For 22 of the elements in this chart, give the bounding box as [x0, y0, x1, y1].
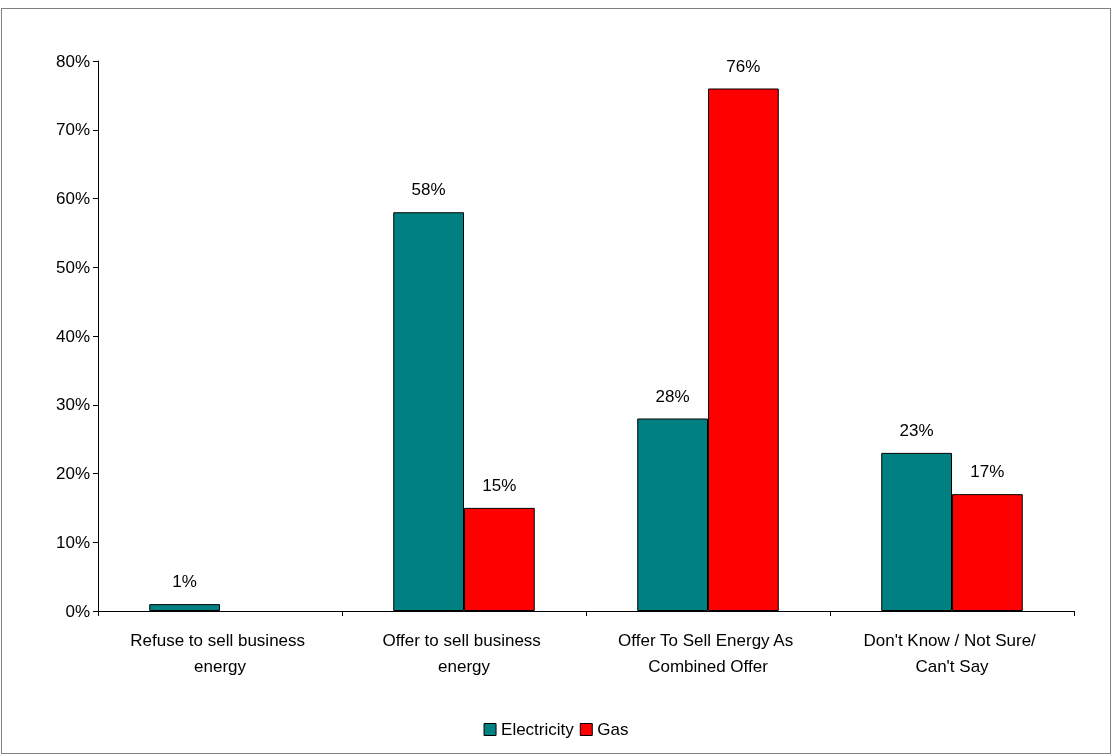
- data-label: 58%: [411, 180, 446, 200]
- x-tick-label: Don't Know / Not Sure/ Can't Say: [863, 630, 1041, 676]
- y-tick-label: 70%: [55, 120, 90, 140]
- data-label: 76%: [726, 56, 761, 76]
- y-tick-label: 10%: [55, 532, 90, 552]
- legend-label: Electricity: [501, 720, 575, 739]
- x-tick-label: Offer to sell business energy: [382, 630, 546, 676]
- y-tick-label: 0%: [65, 601, 90, 621]
- y-tick-label: 30%: [55, 395, 90, 415]
- y-tick-label: 40%: [55, 326, 90, 346]
- legend-label: Gas: [597, 720, 629, 739]
- x-tick-label: Offer To Sell Energy As Combined Offer: [618, 630, 798, 676]
- y-tick-label: 50%: [55, 257, 90, 277]
- data-label: 15%: [482, 475, 517, 495]
- data-label: 28%: [655, 386, 690, 406]
- y-tick-label: 20%: [55, 464, 90, 483]
- data-label: 1%: [172, 572, 197, 592]
- x-tick-label: Refuse to sell business energy: [130, 630, 310, 676]
- data-label: 23%: [899, 420, 934, 440]
- y-tick-label: 80%: [55, 51, 90, 71]
- y-tick-label: 60%: [55, 189, 90, 208]
- data-label: 17%: [970, 462, 1005, 482]
